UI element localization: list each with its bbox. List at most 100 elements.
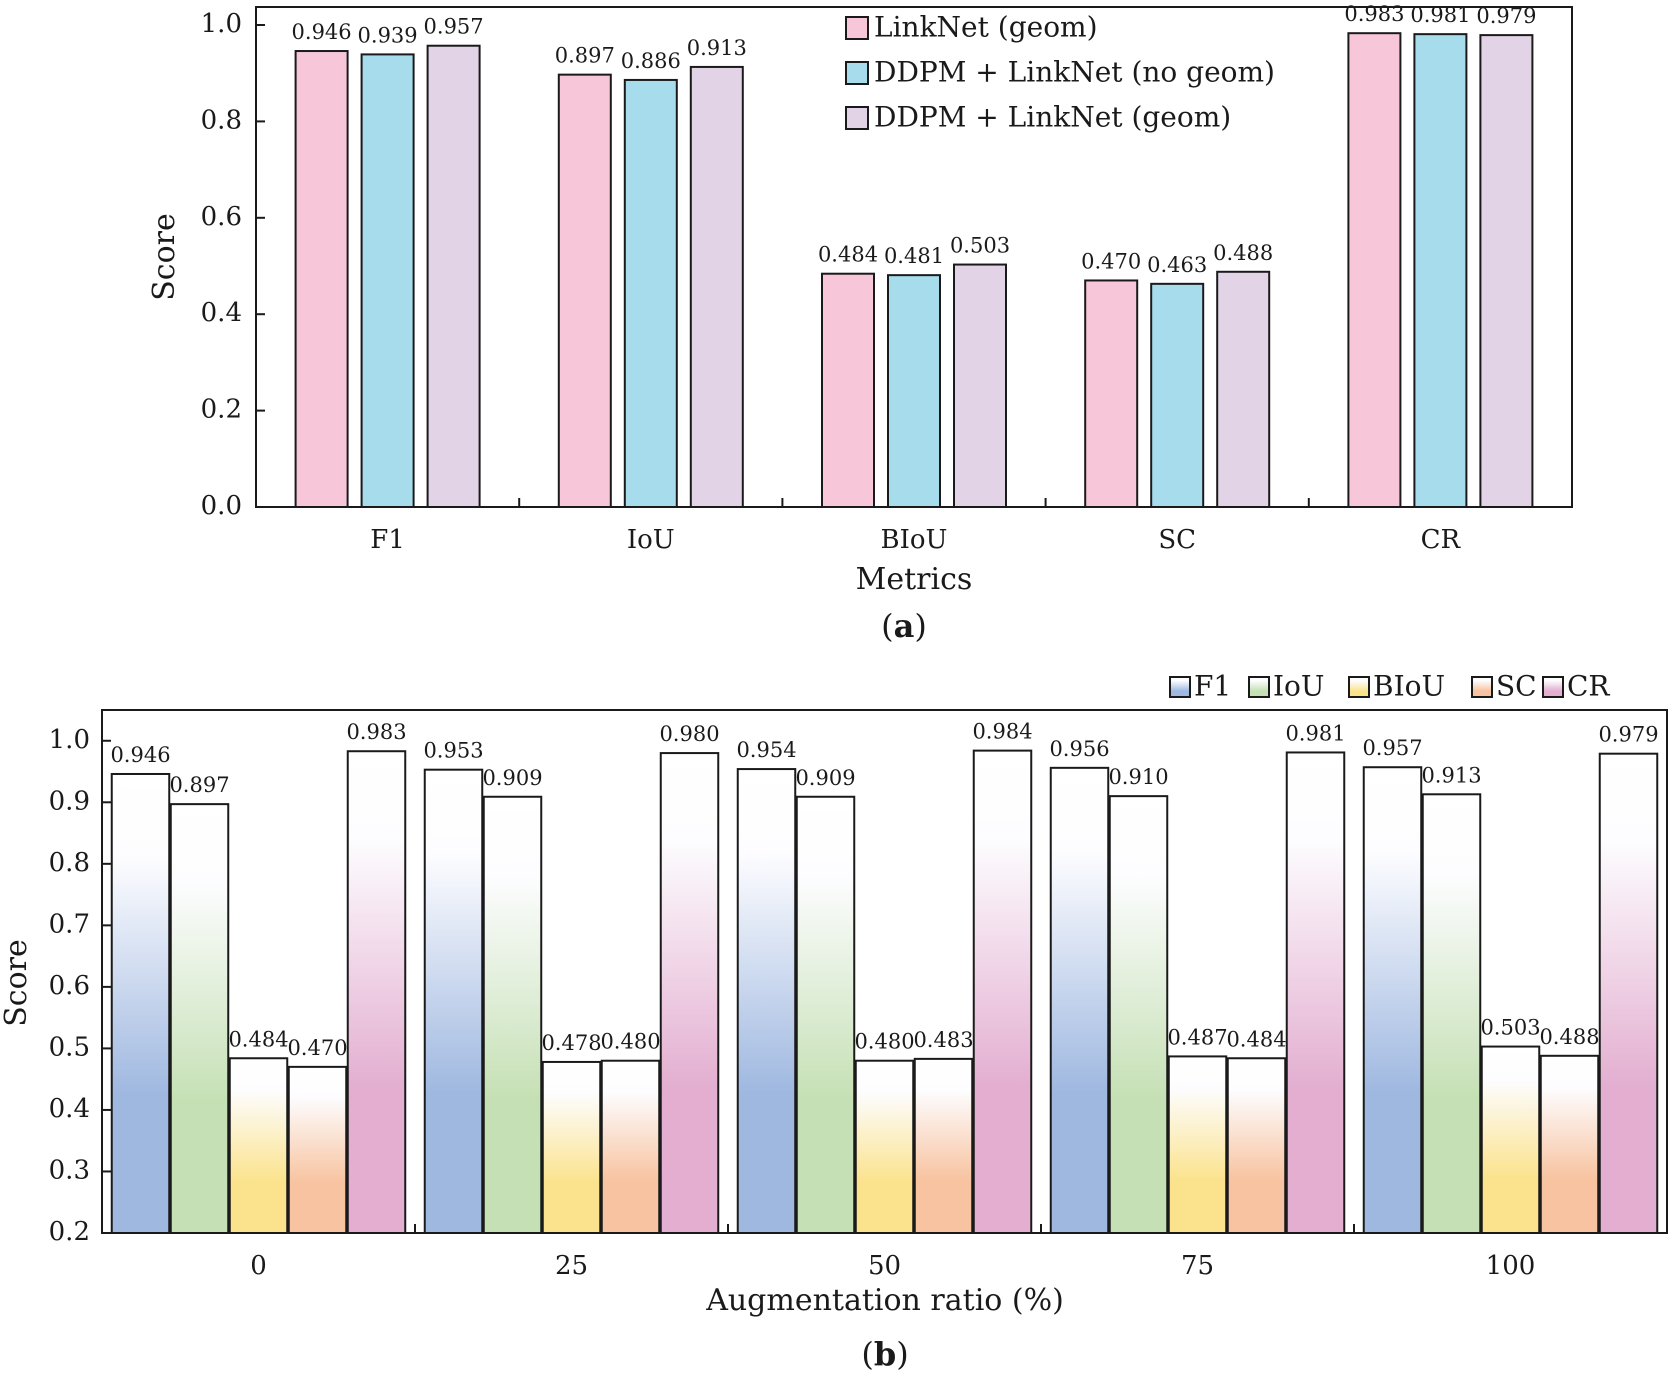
chart-a-data-label: 0.939: [358, 23, 418, 47]
chart-b-legend-swatch-biou: [1348, 676, 1370, 698]
chart-b-bar-50-f1: [736, 768, 797, 1234]
chart-b-legend-swatch-iou: [1248, 676, 1270, 698]
chart-b-bar-50-cr: [972, 749, 1033, 1235]
chart-b-legend-swatch-cr: [1542, 676, 1564, 698]
chart-b-x-axis-title: Augmentation ratio (%): [705, 1283, 1064, 1318]
chart-b-bar-0-iou: [169, 803, 230, 1234]
chart-b-data-label: 0.953: [423, 739, 483, 763]
chart-b-x-tick-label-25: 25: [555, 1251, 588, 1281]
chart-b-bar-0-sc: [287, 1065, 348, 1235]
chart-b-bar-50-biou: [854, 1059, 915, 1234]
chart-a-plot-frame: [255, 6, 1573, 508]
chart-b-y-tick-label: 0.3: [49, 1155, 90, 1185]
chart-a-legend-swatch-ddpm-linknet-no-geom: [845, 61, 869, 85]
chart-a-bar-biou-ddpm-linknet-no-geom: [887, 274, 941, 508]
chart-b-x-tick-label-100: 100: [1486, 1251, 1536, 1281]
chart-b-bar-75-biou: [1167, 1055, 1228, 1235]
chart-a-bar-sc-ddpm-linknet-geom: [1216, 270, 1271, 508]
chart-b-bar-25-cr: [659, 752, 720, 1235]
chart-a-legend: LinkNet (geom) DDPM + LinkNet (no geom) DD…: [845, 11, 1275, 134]
chart-a-x-tick-label-f1: F1: [370, 525, 405, 555]
chart-a-y-tick-label: 0.6: [201, 202, 242, 232]
chart-b-legend-label: F1: [1194, 670, 1231, 703]
chart-a-legend-label: LinkNet (geom): [874, 11, 1098, 44]
chart-a-data-label: 0.979: [1476, 4, 1536, 28]
chart-b-data-label: 0.984: [972, 720, 1032, 744]
chart-b-data-label: 0.983: [346, 720, 406, 744]
chart-a-data-label: 0.470: [1081, 249, 1141, 273]
chart-b-data-label: 0.981: [1285, 721, 1345, 745]
chart-a-bar-sc-ddpm-linknet-no-geom: [1150, 282, 1205, 509]
chart-b-bars: [110, 749, 1659, 1235]
chart-b-bar-100-cr: [1598, 752, 1659, 1234]
chart-b-x-tick-label-75: 75: [1181, 1251, 1214, 1281]
chart-a-x-tick-label-sc: SC: [1158, 525, 1196, 555]
chart-a-legend-swatch-linknet-geom: [845, 16, 869, 40]
chart-b-bar-75-iou: [1108, 795, 1169, 1234]
chart-b-data-label: 0.909: [795, 766, 855, 790]
chart-a-bar-cr-ddpm-linknet-no-geom: [1413, 33, 1468, 509]
chart-a-bar-iou-linknet-geom: [557, 73, 612, 509]
chart-b-bar-0-cr: [346, 750, 407, 1235]
chart-b-bar-50-iou: [795, 795, 856, 1234]
chart-a-x-tick-label-cr: CR: [1421, 525, 1462, 555]
chart-a-bar-cr-linknet-geom: [1347, 32, 1402, 508]
chart-a-x-tick-label-biou: BIoU: [881, 525, 948, 555]
chart-b-y-tick-label: 0.7: [49, 909, 90, 939]
chart-a-x-axis: F1 IoU BIoU SC CR: [370, 498, 1462, 555]
chart-b-data-label: 0.913: [1421, 763, 1481, 787]
chart-b-data-label: 0.484: [228, 1027, 288, 1051]
chart-a-y-tick-label: 0.2: [201, 395, 242, 425]
chart-b-x-axis: 0 25 50 75 100: [250, 1224, 1535, 1281]
chart-b-plot-frame: [101, 709, 1668, 1234]
chart-a-bar-sc-linknet-geom: [1084, 279, 1139, 508]
chart-a-x-axis-title: Metrics: [856, 562, 973, 597]
chart-b-bar-75-sc: [1226, 1057, 1287, 1234]
chart-b-bar-0-biou: [228, 1057, 289, 1234]
chart-a-y-axis: 0.0 0.2 0.4 0.6 0.8 1.0: [201, 9, 265, 521]
chart-a-y-axis-title: Score: [147, 213, 182, 301]
chart-a-data-label: 0.886: [621, 49, 681, 73]
chart-b-y-axis: 0.2 0.3 0.4 0.5 0.6 0.7 0.8 0.9 1.0: [49, 725, 111, 1247]
chart-b-data-label: 0.480: [600, 1030, 660, 1054]
chart-b-data-label: 0.897: [169, 773, 229, 797]
chart-b-bar-25-biou: [541, 1060, 602, 1234]
chart-a-bar-f1-ddpm-linknet-geom: [426, 44, 481, 508]
chart-b-y-tick-label: 0.2: [49, 1217, 90, 1247]
chart-b-bar-25-iou: [482, 795, 543, 1234]
chart-b-panel-label: (b): [861, 1335, 908, 1373]
chart-b-data-label: 0.480: [854, 1030, 914, 1054]
chart-a-bar-biou-linknet-geom: [821, 272, 875, 508]
chart-a-panel-label: (a): [881, 607, 927, 645]
chart-a-legend-label: DDPM + LinkNet (no geom): [874, 56, 1275, 89]
chart-b-y-tick-label: 0.6: [49, 971, 90, 1001]
chart-a-bar-f1-linknet-geom: [294, 50, 349, 508]
chart-b-bar-100-iou: [1421, 793, 1482, 1234]
chart-b-data-label: 0.957: [1362, 736, 1422, 760]
chart-a-data-label: 0.957: [424, 15, 484, 39]
chart-b-data-label: 0.483: [913, 1028, 973, 1052]
chart-b-bar-25-sc: [600, 1059, 661, 1234]
chart-b-y-axis-title: Score: [0, 939, 34, 1027]
chart-panel-b: 0.9460.8970.4840.4700.9830.9530.9090.478…: [0, 670, 1668, 1373]
chart-a-data-label: 0.463: [1147, 253, 1207, 277]
chart-b-data-label: 0.909: [482, 766, 542, 790]
chart-b-data-label: 0.487: [1167, 1025, 1227, 1049]
chart-b-data-label: 0.946: [110, 743, 170, 767]
chart-b-data-label: 0.980: [659, 722, 719, 746]
chart-b-panel-letter: b: [874, 1335, 896, 1373]
chart-b-legend-swatch-f1: [1169, 676, 1191, 698]
chart-a-bar-biou-ddpm-linknet-geom: [953, 263, 1007, 508]
chart-b-bar-25-f1: [423, 768, 484, 1234]
chart-a-data-label: 0.503: [950, 234, 1010, 258]
chart-b-legend-label: SC: [1496, 670, 1537, 703]
chart-a-panel-letter: a: [894, 607, 915, 645]
chart-a-data-label: 0.488: [1213, 241, 1273, 265]
chart-b-data-label: 0.470: [287, 1036, 347, 1060]
chart-a-bar-iou-ddpm-linknet-no-geom: [623, 78, 678, 508]
chart-b-data-label: 0.484: [1226, 1027, 1286, 1051]
chart-a-y-tick-label: 1.0: [201, 9, 242, 39]
chart-b-x-tick-label-50: 50: [868, 1251, 901, 1281]
chart-a-data-label: 0.481: [884, 244, 944, 268]
